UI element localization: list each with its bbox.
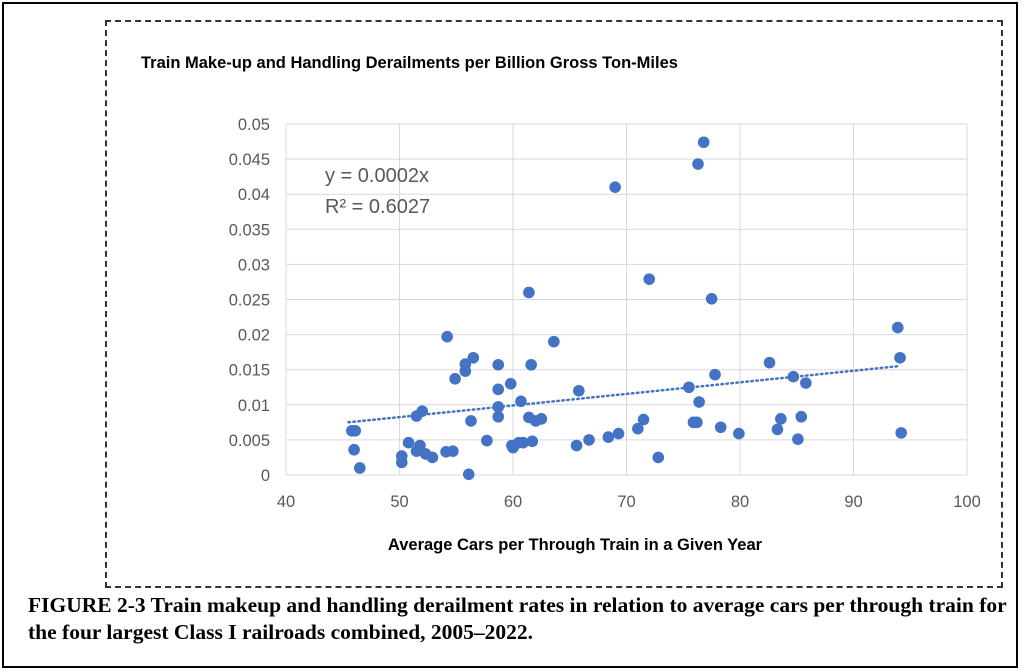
- y-tick-label: 0.02: [238, 327, 270, 345]
- x-tick-label: 100: [953, 493, 981, 511]
- data-point: [426, 451, 439, 464]
- trendline-r-squared: R² = 0.6027: [325, 196, 430, 218]
- x-axis-label: Average Cars per Through Train in a Give…: [388, 536, 763, 554]
- data-point: [548, 335, 560, 348]
- data-point: [348, 443, 360, 456]
- data-point: [692, 158, 704, 170]
- data-point: [449, 373, 461, 385]
- y-tick-label: 0.045: [229, 151, 270, 169]
- x-tick-labels: 40 50 60 70 80 90 100: [277, 493, 981, 511]
- data-point: [609, 181, 621, 193]
- data-point: [570, 439, 583, 452]
- data-point: [504, 377, 517, 390]
- data-point: [492, 401, 505, 413]
- figure-caption: FIGURE 2-3 Train makeup and handling der…: [28, 593, 1007, 644]
- data-point: [795, 410, 808, 423]
- y-tick-label: 0.01: [238, 397, 270, 415]
- data-point: [792, 433, 804, 445]
- data-points: [346, 136, 907, 481]
- data-point: [583, 434, 595, 446]
- data-point: [523, 286, 535, 299]
- data-point: [637, 413, 650, 426]
- data-point: [414, 439, 426, 452]
- y-tick-labels: 0 0.005 0.01 0.015 0.02 0.025 0.03 0.035 0.04 0.0…: [229, 116, 270, 485]
- data-point: [643, 273, 655, 285]
- data-point: [492, 358, 505, 371]
- data-point: [395, 456, 408, 469]
- y-tick-label: 0.025: [229, 292, 270, 310]
- data-point: [763, 356, 776, 369]
- data-point: [517, 436, 530, 449]
- x-tick-label: 90: [844, 493, 862, 511]
- data-point: [353, 462, 366, 474]
- y-tick-label: 0.005: [229, 432, 270, 450]
- data-point: [787, 370, 800, 383]
- data-point: [691, 416, 703, 429]
- data-point: [526, 435, 539, 448]
- data-point: [492, 410, 505, 423]
- data-point: [775, 413, 787, 425]
- trendline: [347, 364, 901, 424]
- data-point: [416, 405, 429, 417]
- gridlines: [285, 123, 968, 476]
- data-point: [632, 422, 644, 435]
- data-point: [462, 468, 475, 481]
- y-tick-label: 0.035: [229, 221, 270, 239]
- data-point: [697, 136, 710, 149]
- chart-title: Train Make-up and Handling Derailments p…: [141, 54, 678, 72]
- data-point: [447, 445, 459, 457]
- data-point: [714, 421, 727, 434]
- scatter-chart: 0 0.005 0.01 0.015 0.02 0.025 0.03 0.035 0.04 0.0…: [141, 54, 981, 554]
- trendline-equation: y = 0.0002x: [325, 165, 429, 187]
- x-tick-label: 60: [504, 493, 522, 511]
- y-tick-label: 0: [261, 467, 270, 485]
- data-point: [709, 368, 721, 381]
- x-tick-label: 70: [617, 493, 635, 511]
- data-point: [525, 358, 537, 371]
- data-point: [535, 413, 548, 425]
- data-point: [349, 424, 362, 437]
- y-tick-label: 0.015: [229, 362, 270, 380]
- data-point: [800, 377, 812, 389]
- data-point: [492, 383, 505, 396]
- y-tick-label: 0.03: [238, 256, 270, 274]
- data-point: [402, 436, 415, 449]
- data-point: [733, 427, 745, 440]
- x-tick-label: 80: [731, 493, 749, 511]
- chart-frame: 0 0.005 0.01 0.015 0.02 0.025 0.03 0.035 0.04 0.0…: [105, 20, 1003, 588]
- data-point: [441, 330, 453, 343]
- data-point: [683, 381, 695, 394]
- data-point: [895, 427, 907, 439]
- data-point: [465, 415, 477, 427]
- data-point: [602, 431, 615, 443]
- data-point: [573, 384, 585, 397]
- data-point: [891, 321, 904, 334]
- x-tick-label: 40: [277, 493, 295, 511]
- data-point: [467, 351, 480, 364]
- data-point: [459, 365, 472, 377]
- x-tick-label: 50: [390, 493, 408, 511]
- data-point: [612, 427, 625, 440]
- data-point: [771, 423, 784, 436]
- data-point: [515, 395, 527, 408]
- data-point: [481, 434, 493, 447]
- data-point: [693, 396, 705, 408]
- data-point: [652, 451, 665, 464]
- data-point: [894, 351, 906, 364]
- y-tick-label: 0.05: [238, 116, 270, 134]
- y-tick-label: 0.04: [238, 186, 270, 204]
- data-point: [705, 292, 718, 305]
